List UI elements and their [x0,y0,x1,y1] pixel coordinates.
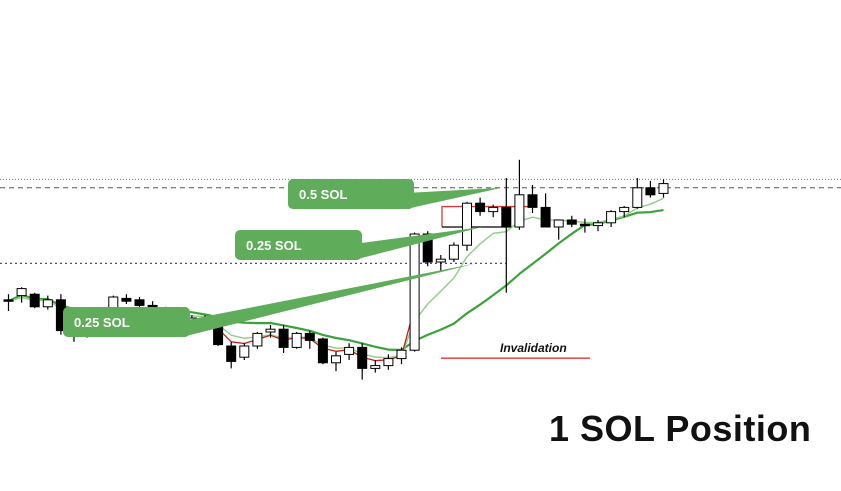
candle-body [606,211,617,224]
candle [344,343,355,360]
candle-body [331,355,341,364]
candle-body [239,345,250,358]
candle-body [304,332,315,341]
candle-body [317,338,328,364]
callout-pointer [406,187,502,209]
candle-body [409,233,420,351]
candle-body [553,219,564,228]
callout-pointer [354,227,482,260]
candle-body [462,202,472,246]
candle-body [448,244,459,260]
candle [370,360,381,373]
candle [462,201,472,251]
candle [383,354,394,370]
position-callouts: 0.5 SOL 0.25 SOL 0.25 SOL [63,179,502,337]
candle [239,343,250,360]
candle [501,178,512,293]
candle [606,210,617,227]
candle [134,297,145,307]
callout-label: 0.5 SOL [299,187,347,202]
callout-pointer [182,263,476,337]
candle-body [396,349,407,360]
callout-box [63,307,190,337]
candle [396,347,407,365]
candle [265,325,276,338]
candle [579,218,590,233]
candle-body [226,345,237,362]
callout-box [235,230,362,260]
candle [488,204,499,218]
candle [121,294,132,304]
candle-body [344,346,355,355]
candle-body [422,233,433,263]
invalidation-marker: Invalidation [441,341,590,359]
candle-body [579,223,590,227]
level-lines [0,178,841,265]
candle [357,343,368,380]
candle [16,287,27,303]
candle-body [265,328,276,333]
entry-bracket-line [441,205,536,227]
candle [278,325,289,353]
candle-body [593,222,603,227]
candle-body [645,187,656,196]
candle [658,179,669,198]
candle [291,332,302,349]
candle-body [658,183,669,194]
candle-body [540,206,551,228]
candle [619,206,630,218]
candle-body [514,194,525,228]
callout-2: 0.25 SOL [235,227,482,260]
candle-body [3,299,14,302]
candle [409,232,420,352]
candle-body [527,194,538,208]
candle [553,219,564,240]
candle [632,178,643,209]
candle [435,255,446,272]
candle [331,351,341,372]
position-size-title: 1 SOL Position [549,408,812,449]
ma-fast-line [217,307,416,362]
candle [475,197,486,216]
candle [42,295,53,310]
invalidation-label: Invalidation [500,341,567,355]
candle [593,220,603,232]
candle-body [619,206,630,213]
candle-body [252,332,263,347]
candle-body [488,206,499,213]
candle-body [42,299,53,308]
candle [252,332,263,349]
candle-body [16,288,27,297]
candle-body [134,299,145,306]
callout-box [288,179,414,209]
candle [3,294,14,311]
candle [527,185,538,213]
candle-body [370,365,381,369]
candle [29,292,40,309]
candle-body [632,187,643,208]
candle [448,242,459,262]
candle-body [291,332,302,348]
candle-body [383,358,394,367]
candle-body [475,202,486,213]
candle [226,341,237,369]
candle-body [566,219,577,225]
candle [566,215,577,227]
candle-body [121,297,132,302]
callout-label: 0.25 SOL [74,315,130,330]
candle [540,193,551,228]
callout-label: 0.25 SOL [246,238,302,253]
candle-body [29,293,40,308]
candle-body [357,346,368,369]
candle [514,159,525,230]
callout-3: 0.25 SOL [63,263,476,337]
candle [645,180,656,198]
candle-body [501,206,512,228]
candle-body [278,328,289,348]
candle-body [435,258,446,263]
callout-1: 0.5 SOL [288,179,502,209]
candle [304,330,315,349]
candle [317,337,328,365]
